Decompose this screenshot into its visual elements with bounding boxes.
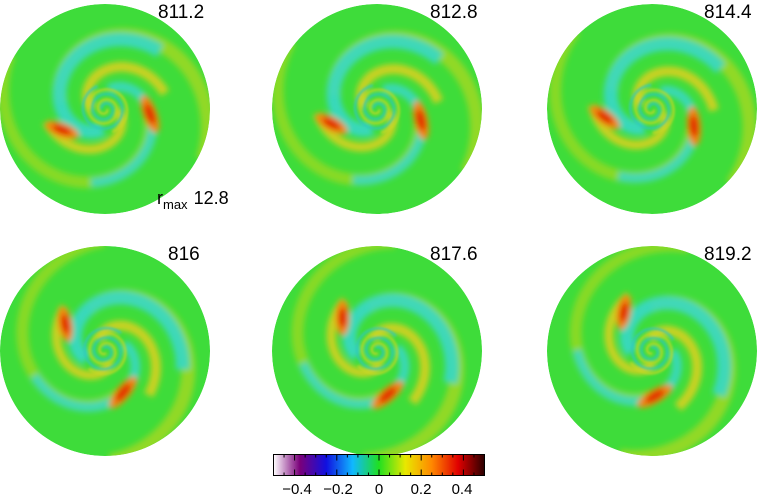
core-spiral: [630, 327, 674, 370]
core-spiral: [354, 84, 396, 130]
colorbar: [273, 454, 485, 476]
inner-arm: [82, 61, 170, 112]
colorbar-tick-label: 0: [374, 481, 384, 498]
hot-clump-core: [378, 387, 397, 403]
density-disk-3: [547, 4, 757, 214]
cyan-arc: [52, 32, 164, 139]
core-spiral: [629, 84, 670, 130]
core-spiral: [359, 88, 400, 134]
hot-clump-core: [52, 124, 72, 136]
inner-arm: [632, 66, 719, 112]
density-disk-4: [0, 246, 210, 456]
time-label-1: 811.2: [158, 2, 205, 23]
hot-clump-core: [619, 302, 629, 323]
disk-background: [272, 246, 482, 456]
hot-clump-core: [338, 307, 347, 328]
density-disk-1: [0, 4, 210, 214]
inner-arm: [94, 320, 161, 398]
rmax-symbol: r: [157, 188, 163, 208]
colorbar-tick-label: −0.4: [282, 481, 312, 498]
colorbar-tick-label: 0.4: [451, 481, 473, 498]
hot-clump-core: [645, 389, 665, 403]
disk-background: [0, 246, 210, 456]
density-disk-6: [547, 246, 757, 456]
rmax-label: rmax 12.8: [157, 188, 229, 212]
density-disk-2: [272, 4, 482, 214]
time-label-4: 816: [168, 244, 200, 265]
hot-clump-core: [144, 103, 156, 125]
core-spiral: [86, 88, 129, 133]
time-label-2: 812.8: [430, 2, 478, 23]
colorbar-tick-label: −0.2: [323, 481, 353, 498]
time-label-5: 817.6: [430, 244, 478, 265]
inner-arm: [587, 104, 670, 150]
core-spiral: [81, 85, 124, 130]
core-spiral: [634, 88, 675, 134]
inner-arm: [313, 108, 397, 152]
time-label-6: 819.2: [704, 244, 752, 265]
core-spiral: [357, 332, 399, 375]
inner-arm: [326, 297, 385, 378]
core-spiral: [630, 332, 673, 375]
inner-arm: [42, 106, 127, 154]
inner-arm: [604, 292, 657, 375]
cyan-arc: [603, 36, 726, 135]
inner-arm: [355, 64, 444, 110]
snapshot-panel-3: [547, 4, 757, 214]
core-spiral: [88, 332, 127, 375]
hot-clump-core: [322, 117, 341, 130]
snapshot-panel-2: [272, 4, 482, 214]
core-spiral: [355, 327, 397, 370]
density-disk-5: [272, 246, 482, 456]
snapshot-panel-6: [547, 246, 757, 456]
inner-arm: [368, 323, 431, 405]
inner-arm: [646, 325, 703, 411]
inner-arm: [51, 304, 115, 380]
core-spiral: [83, 327, 122, 371]
disk-background: [0, 4, 210, 214]
colorbar-tick-label: 0.2: [410, 481, 432, 498]
hot-clump-core: [596, 110, 614, 125]
cyan-arc: [326, 34, 444, 137]
snapshot-panel-5: [272, 246, 482, 456]
cyan-arc: [342, 293, 460, 384]
disk-background: [547, 246, 757, 456]
cyan-arc: [619, 295, 732, 398]
snapshot-panel-1: [0, 4, 210, 214]
snapshot-panel-4: [0, 246, 210, 456]
hot-clump-core: [689, 115, 698, 138]
hot-clump-core: [61, 314, 70, 335]
rmax-subscript: max: [163, 197, 188, 212]
rmax-value: 12.8: [193, 188, 229, 208]
time-label-3: 814.4: [704, 2, 752, 23]
cyan-arc: [67, 290, 190, 370]
hot-clump-core: [115, 383, 131, 402]
hot-clump-core: [416, 109, 426, 132]
